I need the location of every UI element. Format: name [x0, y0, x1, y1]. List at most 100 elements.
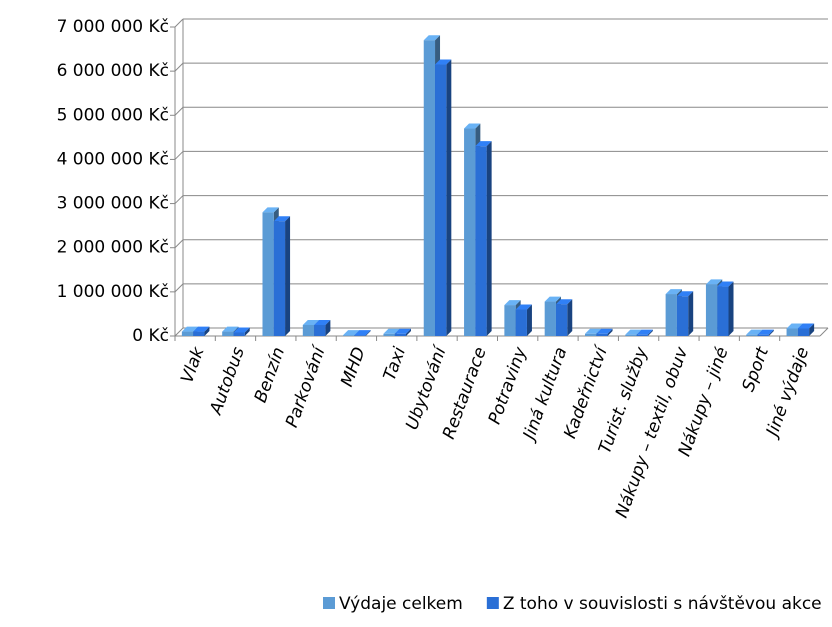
bar-top	[665, 289, 682, 295]
x-tick-label: MHD	[337, 345, 370, 390]
bar-side	[406, 328, 412, 336]
bar-top	[596, 328, 613, 334]
x-tick-label: Autobus	[206, 344, 249, 418]
bar-top	[383, 328, 400, 334]
bar-top	[181, 326, 199, 332]
bar-top	[504, 300, 521, 306]
bar	[544, 301, 556, 336]
legend-swatch	[486, 597, 499, 609]
bar-side	[365, 330, 371, 336]
bar-side	[647, 329, 653, 336]
bar-top	[343, 330, 360, 336]
bar-side	[809, 323, 815, 336]
bar-top	[314, 319, 331, 325]
bar	[423, 40, 436, 336]
bar	[394, 333, 407, 336]
bar	[314, 324, 326, 336]
x-tick-label: Vlak	[177, 344, 209, 386]
bar-top	[193, 326, 210, 332]
bar-top	[786, 323, 803, 329]
legend-label: Z toho v souvislosti s návštěvou akce	[503, 594, 822, 614]
grid-line-side	[174, 151, 184, 160]
bar	[636, 334, 648, 336]
y-tick-label: 5 000 000 Kč	[57, 105, 169, 125]
x-tick-label: Sport	[739, 343, 774, 394]
bar	[181, 331, 194, 336]
bar	[302, 324, 315, 336]
bar	[464, 128, 476, 336]
bar	[665, 294, 677, 336]
bar	[475, 146, 487, 336]
y-tick-label: 6 000 000 Kč	[57, 61, 169, 81]
bar	[222, 331, 234, 336]
grid-line-side	[174, 18, 184, 28]
bar	[596, 333, 608, 336]
bar-side	[567, 299, 573, 336]
y-tick-label: 0 Kč	[132, 326, 169, 346]
bar-side	[325, 319, 331, 336]
grid-line-side	[174, 239, 184, 249]
bar	[786, 328, 798, 336]
bar	[705, 284, 718, 336]
bar-side	[446, 59, 452, 337]
bar-top	[584, 328, 602, 334]
bar-top	[423, 35, 441, 41]
bar-top	[717, 281, 734, 287]
legend-swatch	[323, 597, 335, 609]
x-tick-label: Potraviny	[485, 344, 532, 427]
bar-side	[688, 291, 694, 336]
bar-side	[486, 141, 492, 336]
bar-top	[555, 299, 573, 305]
bar-top	[262, 207, 279, 213]
bar	[717, 286, 729, 336]
bar-top	[746, 329, 763, 335]
bar-side	[285, 216, 291, 336]
grid-line-side	[174, 283, 184, 293]
bar	[354, 335, 366, 336]
bar	[746, 334, 758, 336]
bar-side	[728, 281, 734, 336]
x-tick-label: Taxi	[380, 344, 410, 383]
y-tick-label: 2 000 000 Kč	[57, 238, 169, 258]
bar-side	[526, 304, 532, 336]
floor-edge	[819, 327, 829, 337]
bar-top	[302, 319, 320, 325]
bar-top	[636, 329, 653, 335]
bar	[435, 64, 447, 337]
y-tick-label: 3 000 000 Kč	[57, 194, 169, 214]
bar-top	[354, 330, 371, 336]
bar	[504, 305, 516, 336]
bar-top	[222, 326, 239, 332]
grid-line-side	[174, 327, 184, 337]
bar-top	[435, 59, 452, 65]
grid-line-side	[174, 62, 184, 72]
bar-side	[204, 326, 210, 336]
bar-top	[625, 329, 642, 335]
x-tick-label: Parkování	[282, 342, 330, 430]
bar-top	[464, 123, 481, 129]
bar	[262, 212, 274, 336]
bar-top	[797, 323, 815, 329]
x-tick-label: Benzín	[251, 345, 289, 406]
bar-top	[273, 216, 291, 222]
bar	[555, 304, 568, 336]
y-tick-label: 1 000 000 Kč	[57, 282, 169, 302]
grid-line-side	[174, 195, 184, 204]
bar-top	[544, 296, 561, 302]
bar	[233, 332, 245, 336]
bar-side	[768, 329, 774, 336]
bar	[797, 328, 810, 336]
bar	[273, 221, 286, 336]
grid-line-side	[174, 106, 184, 116]
bar-top	[705, 279, 723, 285]
legend-label: Výdaje celkem	[339, 594, 463, 614]
bar	[625, 334, 637, 336]
bar-top	[233, 327, 250, 333]
bar	[676, 296, 689, 336]
bar	[515, 309, 527, 336]
bar	[757, 334, 769, 336]
bar-top	[757, 329, 774, 335]
bar-top	[676, 291, 694, 297]
bar	[193, 331, 205, 336]
